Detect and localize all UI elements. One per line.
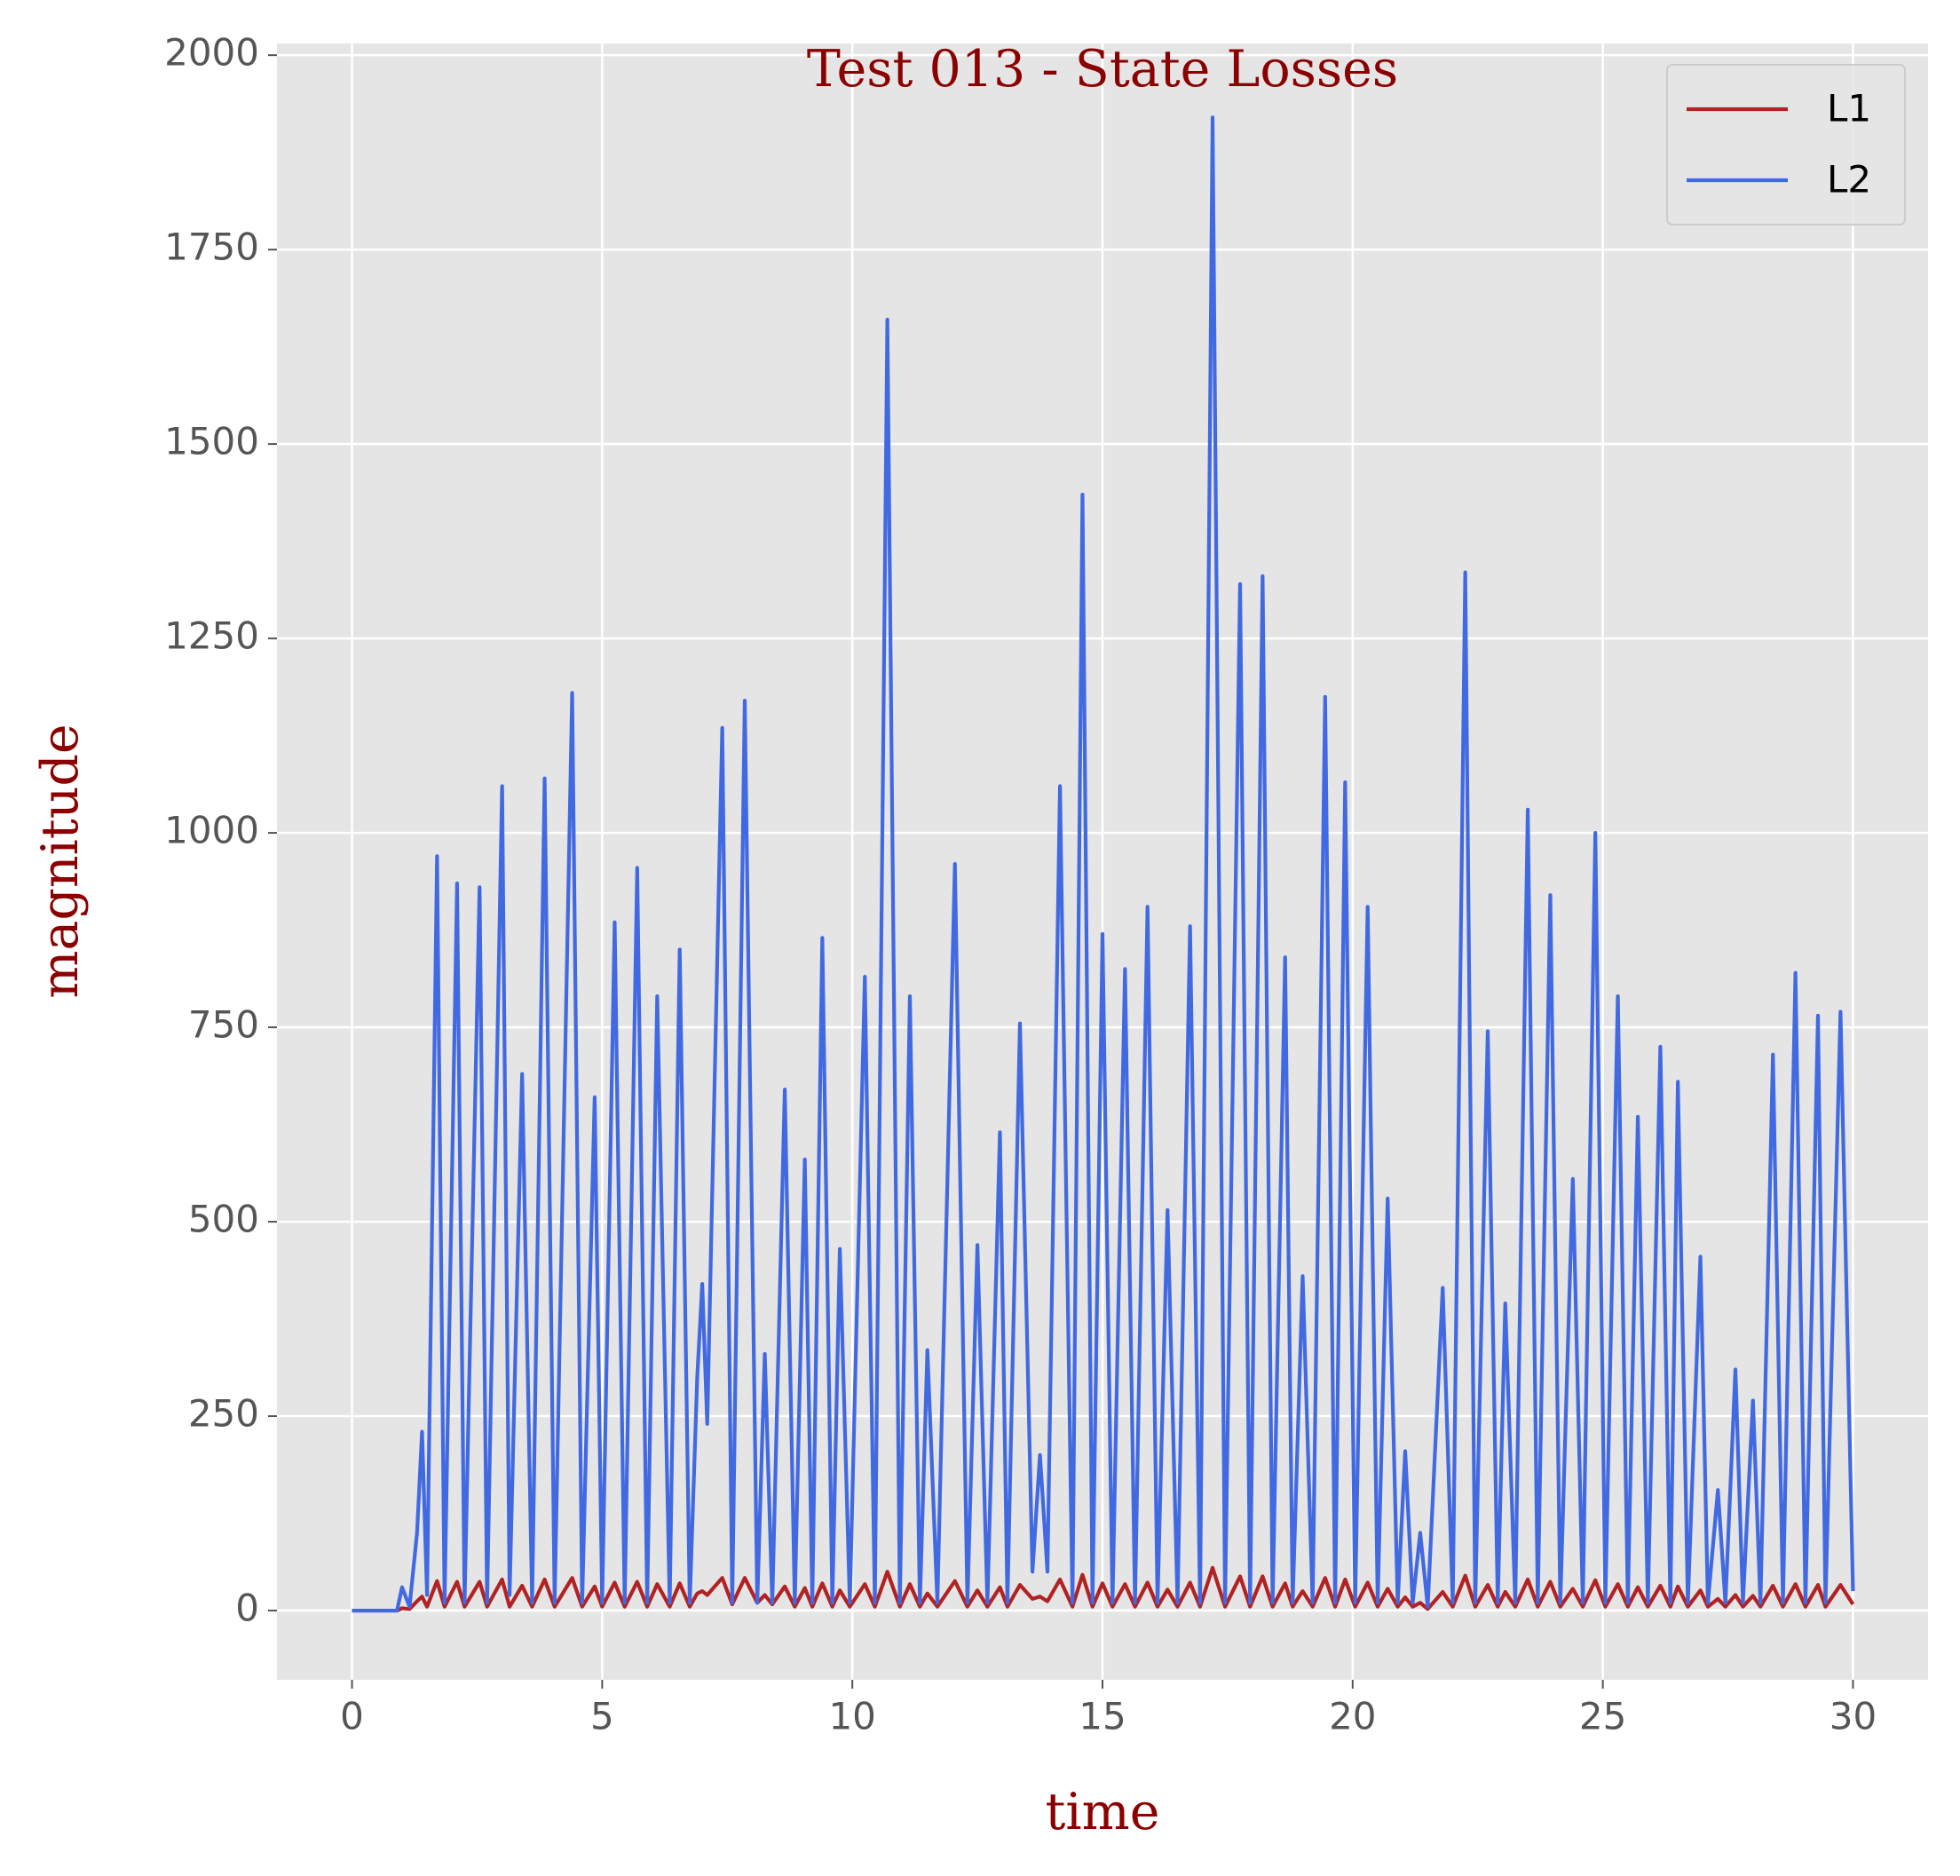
series-line	[352, 1565, 1855, 1613]
x-tick-label: 20	[1329, 1695, 1376, 1738]
y-tick-label: 1750	[164, 226, 259, 269]
x-tick-label: 5	[590, 1695, 614, 1738]
x-tick-label: 15	[1079, 1695, 1126, 1738]
x-tick-label: 30	[1830, 1695, 1877, 1738]
y-tick-label: 1500	[164, 420, 259, 463]
series-line	[352, 115, 1855, 1613]
y-tick-label: 0	[235, 1587, 259, 1630]
y-tick-label: 1000	[164, 809, 259, 852]
legend-label: L2	[1827, 158, 1871, 202]
chart-title: Test 013 - State Losses	[807, 40, 1398, 99]
x-axis-label: time	[1046, 1783, 1160, 1841]
y-tick-label: 250	[188, 1392, 259, 1436]
y-tick-label: 2000	[164, 31, 259, 75]
legend-label: L1	[1827, 87, 1871, 131]
y-axis-label: magnitude	[31, 724, 90, 998]
x-tick-label: 25	[1579, 1695, 1626, 1738]
x-tick-label: 10	[828, 1695, 875, 1738]
y-tick-label: 500	[188, 1198, 259, 1241]
x-tick-label: 0	[340, 1695, 364, 1738]
y-tick-label: 750	[188, 1003, 259, 1047]
y-tick-label: 1250	[164, 614, 259, 658]
legend-box	[1666, 64, 1906, 226]
